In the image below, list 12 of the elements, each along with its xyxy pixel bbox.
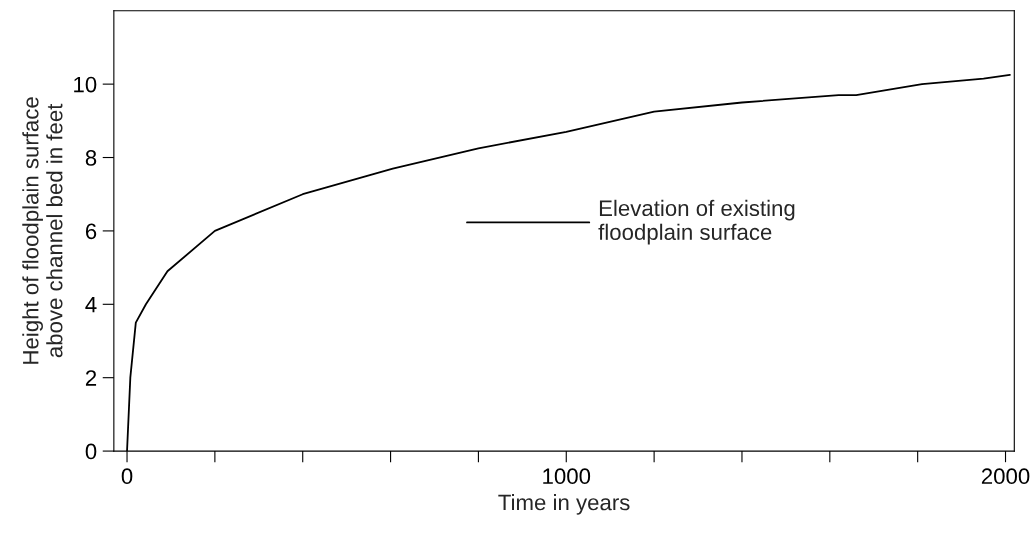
y-tick-label: 6 bbox=[85, 223, 97, 240]
y-tick-label: 4 bbox=[85, 297, 97, 313]
text: Elevation of existing floodplain surface bbox=[598, 199, 795, 245]
x-tick-label: 2000 bbox=[981, 468, 1030, 485]
y-tick-label: 2 bbox=[85, 370, 97, 386]
y-tick-label: 8 bbox=[85, 150, 97, 166]
x-axis-title: Time in years bbox=[498, 494, 630, 515]
x-tick-label: 0 bbox=[121, 468, 133, 485]
y-axis-title: Height of floodplain surface above channel bed in feet bbox=[22, 97, 63, 364]
y-tick-label: 0 bbox=[85, 443, 97, 460]
y-tick-label: 10 bbox=[74, 76, 97, 93]
x-tick-label: 1000 bbox=[543, 468, 591, 485]
